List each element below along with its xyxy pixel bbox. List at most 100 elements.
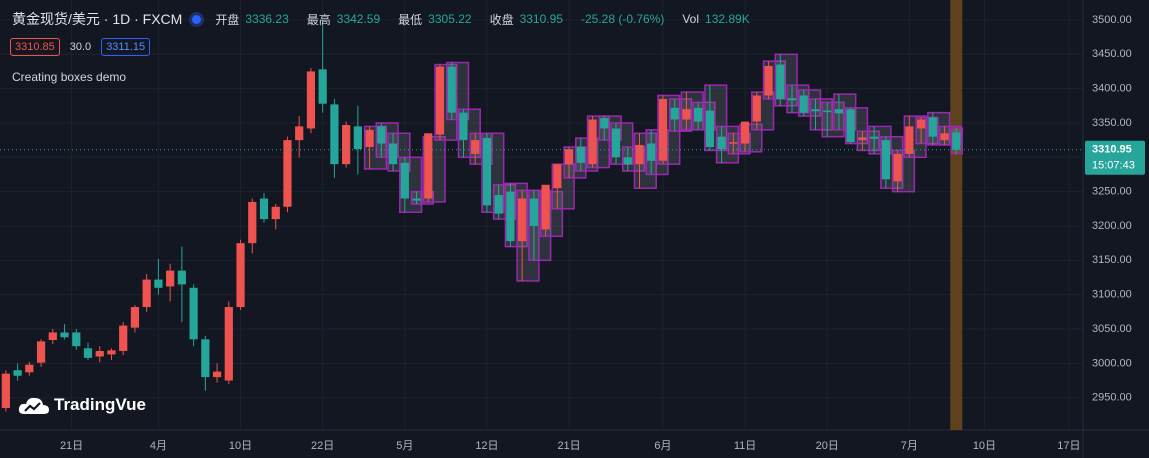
candle-body [623, 157, 632, 165]
candle-body [212, 371, 222, 378]
candle-body [388, 143, 398, 165]
candle-body [647, 143, 656, 161]
x-tick-label: 11日 [734, 440, 756, 452]
timer: 15:07:43 [1092, 160, 1135, 172]
x-tick-label: 4月 [150, 440, 167, 452]
candle-body [330, 104, 339, 165]
candle-body [518, 198, 527, 242]
change: -25.28 (-0.76%) [580, 12, 665, 26]
candle-body [95, 351, 104, 357]
last-price-label: 3310.95 [1092, 144, 1132, 156]
candle-body [130, 307, 140, 328]
ask[interactable]: 3311.15 [101, 38, 151, 56]
candle-body [248, 201, 257, 244]
candle-body [494, 195, 503, 214]
x-tick-label: 10日 [973, 440, 996, 452]
candle-body [588, 119, 597, 165]
candle-body [1, 373, 10, 409]
x-tick-label: 17日 [1057, 440, 1080, 452]
candle-body [858, 137, 867, 141]
candle-body [611, 128, 621, 158]
candle-body [823, 110, 832, 113]
x-tick-label: 22日 [311, 440, 334, 452]
field-label: 开盘 [215, 12, 240, 27]
candle-body [377, 126, 386, 144]
x-tick-label: 21日 [557, 440, 580, 452]
y-tick-label: 3200.00 [1092, 220, 1132, 232]
candle-body [13, 370, 22, 376]
candle-body [576, 146, 585, 163]
candle-body [717, 136, 726, 150]
candle-body [471, 140, 480, 154]
candle-body [905, 126, 914, 154]
y-tick-label: 3250.00 [1092, 186, 1132, 198]
candle-body [705, 110, 714, 147]
candle-body [740, 121, 750, 144]
candle-body [447, 66, 456, 113]
candle-body [400, 162, 409, 199]
candle-body [811, 109, 820, 112]
y-tick-label: 3450.00 [1092, 48, 1132, 60]
candle-body [306, 71, 316, 129]
logo-icon [18, 397, 49, 414]
candle-body [177, 270, 186, 285]
candle-body [846, 109, 855, 143]
candle-body [670, 107, 679, 120]
spread: 30.0 [69, 41, 92, 53]
candle-body [201, 339, 210, 378]
candle-body [682, 109, 691, 120]
status-dot [192, 14, 202, 24]
candle-body [60, 332, 69, 338]
candle-body [529, 198, 538, 226]
candle-body [365, 129, 374, 147]
x-tick-label: 5月 [396, 440, 413, 452]
y-tick-label: 3150.00 [1092, 254, 1132, 266]
x-tick-label: 20日 [816, 440, 839, 452]
candle-body [342, 125, 351, 165]
quote-row: 3310.85 30.0 3311.15 [10, 38, 156, 56]
y-tick-label: 3350.00 [1092, 117, 1132, 129]
field-value: 3305.22 [428, 12, 472, 26]
candle-body [600, 118, 609, 129]
y-tick-label: 3000.00 [1092, 357, 1132, 369]
x-tick-label: 10日 [229, 440, 252, 452]
candle-body [459, 112, 468, 141]
field-label: 最低 [398, 12, 423, 27]
candle-body [25, 364, 34, 373]
x-tick-label: 12日 [475, 440, 498, 452]
field-label: 收盘 [489, 12, 514, 27]
cursor-band [950, 0, 963, 430]
candle-body [236, 243, 245, 308]
candle-body [776, 64, 785, 99]
candle-body [283, 140, 292, 207]
candle-body [72, 332, 81, 347]
candle-body [916, 119, 926, 129]
logo-text: TradingVue [54, 395, 146, 414]
x-tick-label: 21日 [60, 440, 83, 452]
candle-body [881, 140, 890, 180]
candle-body [834, 109, 844, 114]
candle-body [752, 95, 761, 122]
candle-body [166, 270, 175, 287]
candle-body [564, 149, 574, 165]
field-label: 最高 [306, 12, 331, 27]
y-tick-label: 3500.00 [1092, 14, 1132, 26]
candle-body [189, 287, 198, 340]
y-tick-label: 3100.00 [1092, 289, 1132, 301]
candle-body [658, 98, 668, 161]
field-value: 3310.95 [519, 12, 563, 26]
field-value: 3342.59 [336, 12, 381, 26]
candle-body [799, 95, 808, 113]
candle-body [694, 107, 703, 122]
candle-body [764, 65, 773, 96]
candle-body [870, 136, 879, 139]
bid[interactable]: 3310.85 [10, 38, 60, 56]
candle-body [259, 198, 269, 220]
x-tick-label: 7月 [901, 440, 918, 452]
y-tick-label: 2950.00 [1092, 392, 1132, 404]
candle-body [318, 69, 327, 104]
candle-body [787, 98, 797, 101]
field-value: 3336.23 [245, 12, 289, 26]
